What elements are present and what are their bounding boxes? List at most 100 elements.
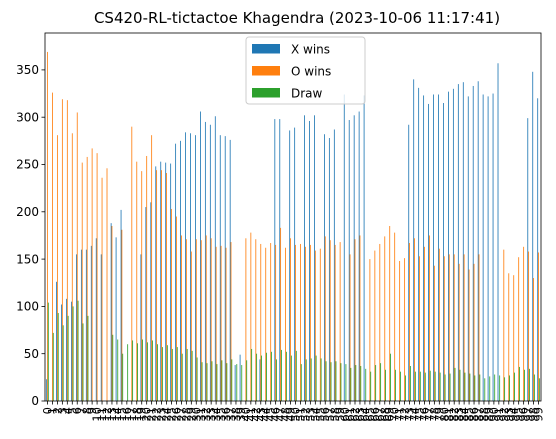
bar-draw [533,374,535,401]
x-tick-label: 27 [174,407,188,422]
legend-box [245,36,366,105]
x-tick-label: 53 [303,407,317,422]
bar-x-wins [76,254,77,401]
bar-draw [519,366,520,401]
bar-x-wins [195,135,196,402]
x-tick-label: 3 [55,407,69,414]
x-tick-label: 42 [249,407,263,422]
bar-draw [325,361,327,401]
x-tick-label: 43 [254,407,268,422]
x-tick-label: 52 [298,407,312,422]
bar-draw [295,350,297,401]
bar-o-wins [210,238,212,401]
bar-draw [246,360,248,401]
bar-draw [206,363,208,401]
bar-o-wins [290,238,291,401]
bar-draw [305,359,307,401]
legend-swatch [252,44,280,54]
bar-o-wins [424,246,425,401]
bar-draw [464,372,466,401]
bar-o-wins [101,177,103,401]
bar-draw [196,357,198,401]
bar-x-wins [527,118,529,401]
bar-o-wins [52,92,53,401]
x-tick-label: 71 [393,407,407,422]
bar-draw [538,378,540,401]
x-tick-label: 23 [155,407,169,422]
bar-o-wins [215,246,217,401]
bar-x-wins [170,163,172,401]
legend-label: O wins [291,65,331,79]
x-tick-label: 96 [517,407,531,422]
bar-x-wins [209,124,211,401]
x-tick-label: 82 [447,407,461,422]
bar-x-wins [408,124,410,401]
bar-draw [281,349,282,401]
x-tick-label: 18 [130,407,144,422]
bar-o-wins [319,248,321,401]
x-tick-label: 72 [398,407,412,422]
x-tick-label: 25 [164,407,178,422]
bar-o-wins [329,240,331,401]
bar-o-wins [230,242,232,401]
x-tick-label: 41 [244,407,258,422]
legend-swatch [252,66,280,76]
bar-o-wins [121,229,123,401]
bar-o-wins [96,153,98,401]
bar-o-wins [443,256,445,401]
bar-draw [494,374,496,401]
y-axis: 0 50 100 150 200 250 300 350 [16,63,45,408]
bar-o-wins [419,256,420,401]
bar-o-wins [141,171,143,401]
bar-x-wins [160,161,162,401]
x-tick-label: 62 [348,407,362,422]
x-tick-label: 44 [259,407,273,422]
bar-draw [469,373,471,401]
bar-x-wins [423,95,425,401]
y-tick-label: 150 [16,252,39,266]
bar-draw [132,340,134,401]
bar-draw [479,374,481,401]
bar-x-wins [145,207,147,401]
x-tick-label: 30 [189,407,203,422]
x-tick-label: 1 [45,407,59,414]
x-tick-label: 77 [422,407,436,422]
bar-draw [459,369,461,401]
x-tick-label: 66 [368,407,382,422]
bar-draw [444,374,446,401]
bar-o-wins [339,242,341,401]
bar-o-wins [478,254,480,401]
x-tick-label: 95 [512,407,526,422]
bar-draw [231,359,233,401]
bar-draw [147,342,148,401]
bar-x-wins [140,254,142,401]
bar-o-wins [66,100,68,402]
x-tick-label: 78 [427,407,441,422]
bar-x-wins [433,94,434,402]
bar-draw [251,348,253,401]
x-tick-label: 4 [60,407,74,414]
x-axis: 0123456789101112131415161718192021222324… [40,401,546,422]
bar-o-wins [260,243,262,401]
x-tick-label: 47 [274,407,288,422]
bar-x-wins [358,111,360,402]
bar-x-wins [204,121,206,402]
x-tick-label: 73 [403,407,417,422]
x-tick-label: 33 [204,407,218,422]
bar-draw [186,348,188,401]
x-tick-label: 85 [462,407,476,422]
bar-o-wins [250,232,252,401]
bar-x-wins [482,94,484,402]
bar-x-wins [85,249,87,401]
bar-x-wins [185,132,186,401]
x-tick-label: 8 [80,407,94,414]
bar-o-wins [156,170,158,401]
bar-draw [216,364,218,401]
bar-x-wins [294,127,296,401]
bar-o-wins [161,170,162,401]
bar-o-wins [538,252,539,401]
bar-draw [82,323,84,401]
bar-x-wins [532,71,534,401]
x-tick-label: 6 [70,407,84,414]
